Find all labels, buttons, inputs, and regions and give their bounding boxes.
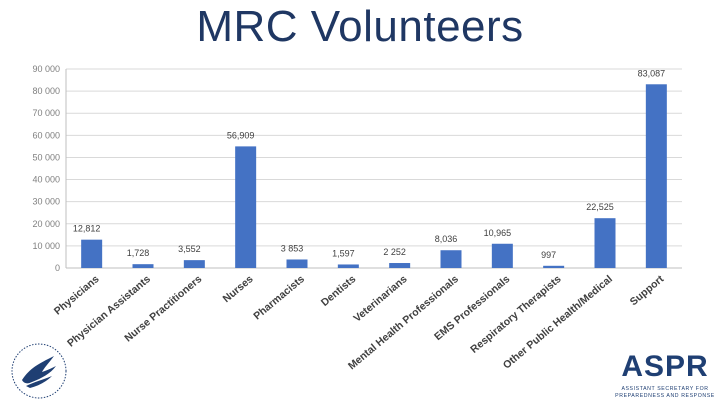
y-tick-label: 80 000 <box>32 86 60 96</box>
bar <box>337 264 359 268</box>
y-tick-label: 50 000 <box>32 152 60 162</box>
bar <box>491 243 513 268</box>
y-tick-label: 10 000 <box>32 241 60 251</box>
y-tick-label: 0 <box>55 263 60 273</box>
bar <box>132 264 154 268</box>
y-tick-label: 70 000 <box>32 108 60 118</box>
bar <box>81 239 103 268</box>
category-label: Dentists <box>319 273 359 309</box>
category-label: Other Public Health/Medical <box>501 273 615 372</box>
hhs-seal-logo <box>8 340 70 407</box>
bar <box>235 146 257 268</box>
bar <box>183 260 205 268</box>
y-tick-label: 90 000 <box>32 64 60 74</box>
data-label: 22,525 <box>586 202 614 212</box>
chart-title: MRC Volunteers <box>196 2 524 51</box>
data-label: 83,087 <box>638 68 666 78</box>
category-label: Respiratory Therapists <box>468 273 563 356</box>
bar <box>286 259 308 268</box>
y-tick-label: 30 000 <box>32 197 60 207</box>
aspr-logo-subtitle: ASSISTANT SECRETARY FOR PREPAREDNESS AND… <box>615 386 715 399</box>
category-label: Nurses <box>221 273 256 305</box>
data-label: 2 252 <box>383 247 406 257</box>
data-label: 10,965 <box>484 228 512 238</box>
data-label: 8,036 <box>435 234 458 244</box>
bar <box>389 263 411 268</box>
bar <box>440 250 462 268</box>
category-label: Support <box>628 273 667 308</box>
data-label: 997 <box>541 250 556 260</box>
hhs-eagle-seal-icon <box>11 343 67 399</box>
aspr-logo-wordmark: ASPR <box>621 350 709 383</box>
data-label: 56,909 <box>227 130 255 140</box>
y-tick-label: 40 000 <box>32 175 60 185</box>
bar <box>645 84 667 269</box>
category-label: Physician Assistants <box>65 273 153 350</box>
data-label: 12,812 <box>73 224 101 234</box>
category-label: Pharmacists <box>251 273 307 322</box>
data-label: 1,728 <box>127 248 150 258</box>
bar <box>543 265 565 268</box>
category-label: Mental Health Professionals <box>346 273 461 372</box>
y-tick-label: 20 000 <box>32 219 60 229</box>
data-label: 1,597 <box>332 248 355 258</box>
y-tick-label: 60 000 <box>32 130 60 140</box>
data-label: 3 853 <box>281 243 304 253</box>
bar <box>594 218 616 268</box>
aspr-logo: ASPR ASSISTANT SECRETARY FOR PREPAREDNES… <box>614 350 716 402</box>
category-label: Physicians <box>52 273 102 318</box>
data-label: 3,552 <box>178 244 201 254</box>
